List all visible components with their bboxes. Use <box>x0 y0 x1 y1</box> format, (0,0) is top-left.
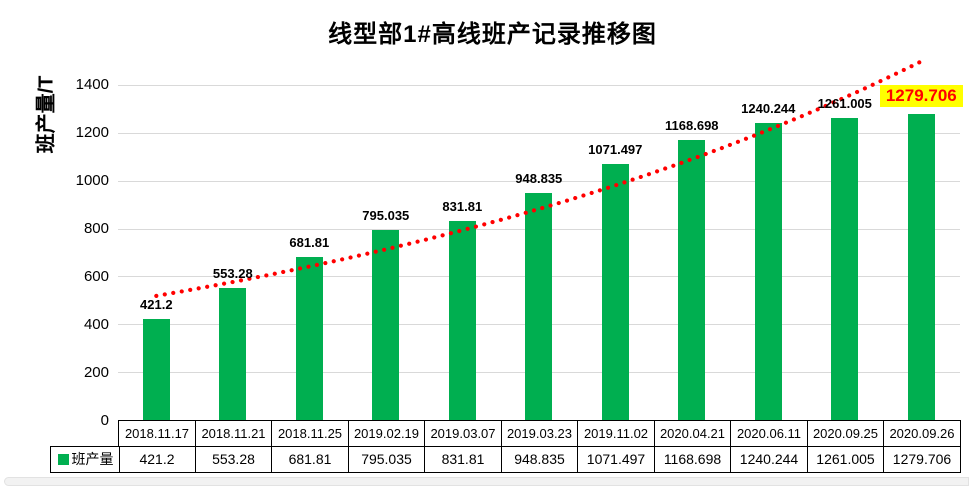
table-date-cell: 2020.04.21 <box>653 420 732 448</box>
table-date-cell: 2020.09.26 <box>883 420 961 448</box>
value-label-795.035: 795.035 <box>362 207 410 223</box>
bar-2020.09.26 <box>907 113 935 420</box>
y-tick-1400: 1400 <box>75 76 109 94</box>
table-date-cell: 2019.02.19 <box>347 420 426 448</box>
horizontal-scrollbar[interactable] <box>4 477 969 486</box>
table-value-cell: 948.835 <box>500 446 579 473</box>
table-value-cell: 1279.706 <box>883 446 961 473</box>
table-value-cell: 831.81 <box>424 446 502 473</box>
bar-2018.11.21 <box>219 287 247 420</box>
table-date-cell: 2019.11.02 <box>577 420 655 448</box>
value-label-948.835: 948.835 <box>515 170 563 186</box>
chart-title: 线型部1#高线班产记录推移图 <box>328 21 657 48</box>
table-value-cell: 421.2 <box>118 446 196 473</box>
bar-2020.09.25 <box>831 118 859 420</box>
bar-2018.11.17 <box>142 319 170 420</box>
table-value-cell: 1261.005 <box>806 446 885 473</box>
value-label-421.2: 421.2 <box>140 297 173 313</box>
y-axis-title: 班产量/T <box>35 75 58 154</box>
bar-2019.02.19 <box>372 229 400 420</box>
table-value-cell: 1071.497 <box>577 446 655 473</box>
y-tick-200: 200 <box>83 363 109 381</box>
y-tick-600: 600 <box>83 267 109 285</box>
y-tick-0: 0 <box>100 411 109 429</box>
table-date-cell: 2018.11.25 <box>271 420 349 448</box>
legend-label: 班产量 <box>71 451 114 467</box>
value-label-681.81: 681.81 <box>289 234 330 250</box>
bar-2019.03.07 <box>448 220 476 420</box>
table-value-cell: 1168.698 <box>653 446 732 473</box>
highlighted-value-label-1279.706: 1279.706 <box>861 84 969 107</box>
value-label-553.28: 553.28 <box>212 265 253 281</box>
y-tick-1000: 1000 <box>75 172 109 190</box>
value-label-1261.005: 1261.005 <box>817 96 872 112</box>
value-label-1071.497: 1071.497 <box>588 141 643 157</box>
table-value-cell: 681.81 <box>271 446 349 473</box>
table-date-cell: 2018.11.21 <box>194 420 273 448</box>
y-tick-800: 800 <box>83 220 109 237</box>
table-value-cell: 1240.244 <box>730 446 808 473</box>
bar-2019.03.23 <box>525 192 553 420</box>
value-label-1168.698: 1168.698 <box>665 118 719 134</box>
table-date-cell: 2019.03.23 <box>500 420 579 448</box>
legend-marker-icon <box>57 454 69 465</box>
legend-cell: 班产量 <box>49 446 120 473</box>
table-date-cell: 2020.09.25 <box>806 420 885 448</box>
bar-2020.06.11 <box>754 123 782 420</box>
y-tick-1200: 1200 <box>75 124 109 142</box>
table-date-cell: 2018.11.17 <box>118 420 196 448</box>
bar-2020.04.21 <box>678 140 706 420</box>
table-date-cell: 2019.03.07 <box>424 420 502 448</box>
bar-2019.11.02 <box>601 163 629 420</box>
bar-2018.11.25 <box>295 256 323 420</box>
value-label-831.81: 831.81 <box>442 198 483 214</box>
table-value-cell: 795.035 <box>347 446 426 473</box>
table-value-cell: 553.28 <box>194 446 273 473</box>
table-date-cell: 2020.06.11 <box>730 420 808 448</box>
gridline-1400 <box>118 84 960 86</box>
y-tick-400: 400 <box>83 315 109 333</box>
value-label-1240.244: 1240.244 <box>741 101 796 117</box>
